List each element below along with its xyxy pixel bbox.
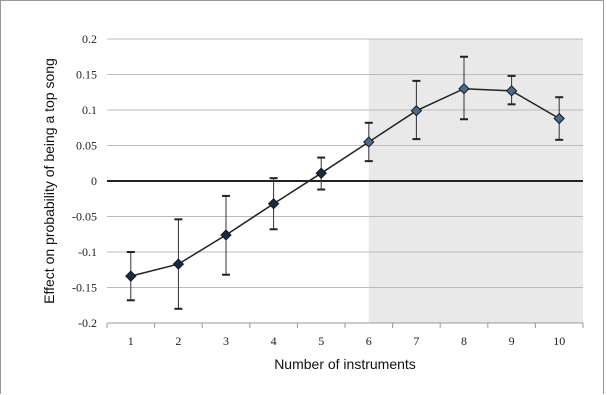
x-tick-label: 8 <box>461 334 467 348</box>
y-tick-labels: 0.2 0.15 0.1 0.05 0 -0.05 -0.1 -0.15 -0.2 <box>72 32 97 330</box>
y-tick-label: 0 <box>91 174 97 188</box>
y-tick-label: 0.1 <box>82 103 97 117</box>
x-tick-marks <box>106 323 584 328</box>
data-point <box>363 136 375 148</box>
data-point <box>410 105 423 117</box>
x-tick-label: 7 <box>413 334 419 348</box>
data-point <box>505 85 518 97</box>
data-point <box>125 270 137 282</box>
x-tick-label: 5 <box>318 334 324 348</box>
y-tick-label: 0.2 <box>82 32 97 46</box>
x-tick-label: 4 <box>271 334 277 348</box>
x-tick-label: 9 <box>509 334 515 348</box>
data-point <box>458 82 470 95</box>
data-markers <box>125 82 565 282</box>
x-tick-label: 3 <box>223 334 229 348</box>
data-point <box>172 258 185 270</box>
x-tick-label: 2 <box>175 334 181 348</box>
y-tick-label: 0.15 <box>76 68 97 82</box>
x-tick-label: 10 <box>553 334 565 348</box>
y-tick-label: -0.1 <box>78 245 97 259</box>
x-tick-label: 6 <box>366 334 372 348</box>
data-point <box>220 229 232 241</box>
x-tick-label: 1 <box>128 334 134 348</box>
data-point <box>267 198 280 210</box>
y-tick-label: -0.05 <box>72 210 97 224</box>
x-tick-labels: 1 2 3 4 5 6 7 8 9 10 <box>128 334 565 348</box>
y-tick-label: 0.05 <box>76 139 97 153</box>
series-line <box>130 87 560 277</box>
y-tick-label: -0.2 <box>78 316 97 330</box>
data-point <box>553 112 565 125</box>
x-axis-title: Number of instruments <box>274 356 416 372</box>
y-axis-title: Effect on probability of being a top son… <box>41 58 57 304</box>
data-point <box>315 167 327 179</box>
y-tick-label: -0.15 <box>72 281 97 295</box>
